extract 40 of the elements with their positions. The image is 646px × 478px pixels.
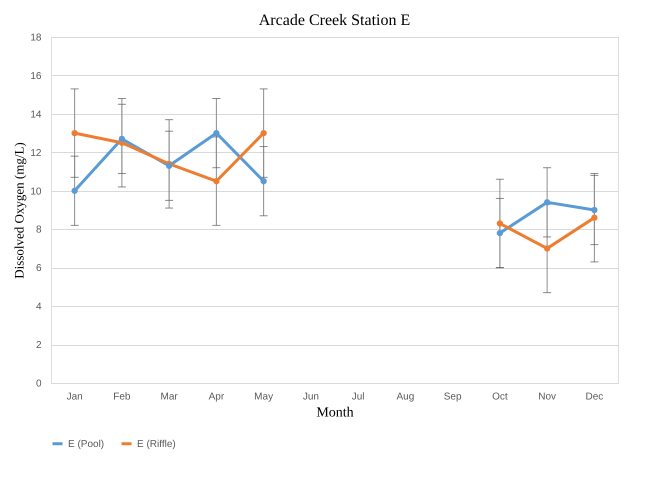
y-tick-label: 18: [30, 32, 42, 44]
legend-label: E (Riffle): [137, 438, 176, 450]
point: [496, 220, 504, 227]
y-tick-label: 12: [30, 148, 42, 159]
x-tick-label: Jan: [66, 392, 83, 402]
x-tick-label: Aug: [396, 392, 414, 402]
x-tick-label: Nov: [538, 392, 556, 402]
x-tick-label: Feb: [113, 392, 131, 402]
point: [71, 188, 78, 194]
y-tick-label: 6: [36, 263, 42, 274]
x-tick-label: Dec: [585, 392, 604, 402]
point: [544, 245, 550, 252]
x-tick-label: Mar: [160, 392, 178, 402]
y-tick-label: 4: [36, 302, 42, 313]
point: [213, 130, 220, 136]
y-tick-label: 0: [36, 378, 42, 390]
y-tick-label: 2: [36, 340, 42, 352]
point: [591, 206, 598, 214]
y-axis-title: Dissolved Oxygen (mg/L): [11, 142, 26, 279]
y-tick-label: 10: [30, 186, 42, 198]
point: [118, 136, 126, 142]
x-tick-label: Jun: [302, 392, 319, 402]
x-tick-label: Sep: [444, 392, 462, 402]
y-tick-label: 8: [36, 224, 42, 236]
point: [591, 214, 598, 221]
legend-label: E (Pool): [68, 438, 104, 450]
point: [260, 130, 267, 136]
point: [213, 178, 220, 184]
point: [544, 199, 550, 206]
x-tick-label: Jul: [352, 392, 365, 402]
y-tick-label: 16: [30, 70, 42, 82]
point: [260, 178, 267, 184]
chart-title: Arcade Creek Station E: [258, 12, 410, 29]
y-tick-label: 14: [30, 109, 42, 120]
x-axis-title: Month: [316, 406, 354, 420]
x-tick-label: May: [254, 392, 274, 402]
point: [496, 230, 504, 236]
x-tick-label: Apr: [208, 392, 225, 402]
point: [71, 130, 78, 136]
x-tick-label: Oct: [492, 392, 508, 402]
